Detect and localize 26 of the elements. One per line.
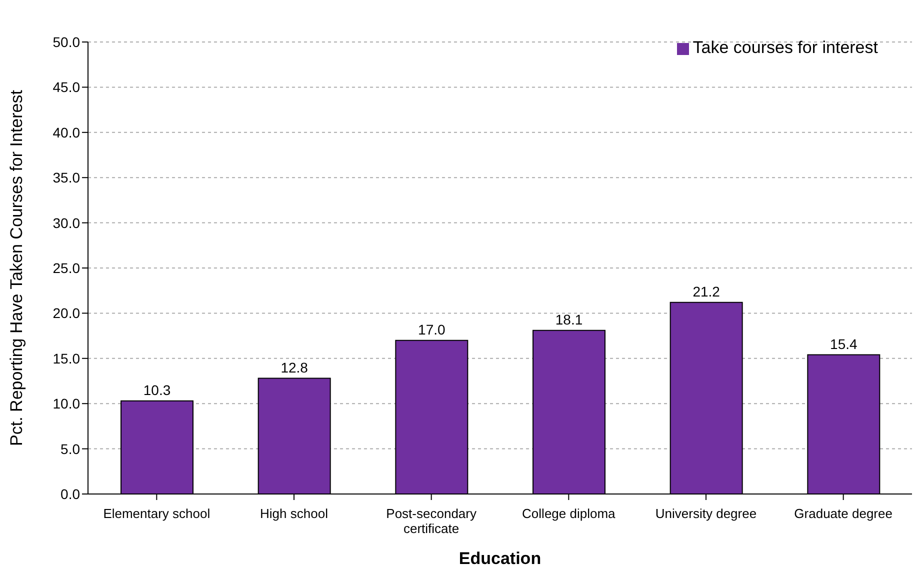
y-tick-label: 5.0 xyxy=(60,440,80,457)
x-tick-label: Post-secondary certificate xyxy=(386,506,477,536)
y-tick-label: 45.0 xyxy=(52,79,80,96)
y-tick-label: 50.0 xyxy=(52,34,80,50)
y-tick-label: 15.0 xyxy=(52,350,80,366)
x-tick-label: College diploma xyxy=(522,506,616,521)
x-tick-label: Graduate degree xyxy=(794,506,892,521)
y-tick-label: 25.0 xyxy=(52,260,80,276)
data-label: 18.1 xyxy=(555,311,583,328)
y-tick-label: 30.0 xyxy=(52,214,80,231)
x-axis-title: Education xyxy=(458,549,542,568)
x-tick-label: Elementary school xyxy=(103,506,210,521)
x-tick-label: University degree xyxy=(655,506,757,521)
data-label: 21.2 xyxy=(692,283,720,300)
data-label: 12.8 xyxy=(280,359,308,376)
y-tick-label: 0.0 xyxy=(60,486,80,502)
data-label: 10.3 xyxy=(143,382,171,398)
x-tick-label: High school xyxy=(260,506,328,521)
legend-label: Take courses for interest xyxy=(692,38,878,57)
y-axis-title: Pct. Reporting Have Taken Courses for Interest xyxy=(7,90,26,446)
y-tick-label: 20.0 xyxy=(52,305,80,322)
y-tick-label: 10.0 xyxy=(52,396,80,412)
y-tick-label: 40.0 xyxy=(52,124,80,140)
data-label: 17.0 xyxy=(418,321,446,338)
y-tick-label: 35.0 xyxy=(52,170,80,186)
data-label: 15.4 xyxy=(830,336,858,352)
